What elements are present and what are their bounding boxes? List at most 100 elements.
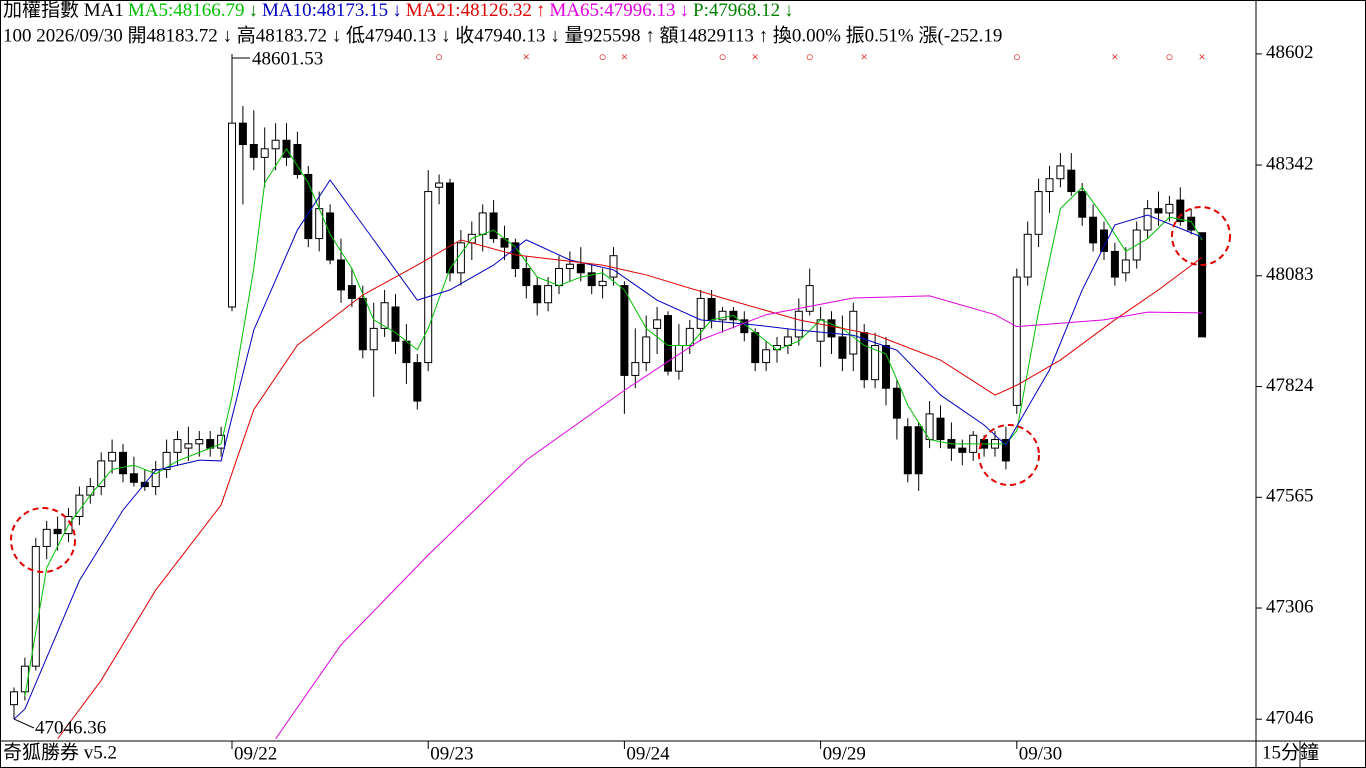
candle-body: [489, 212, 498, 240]
annotation: 48601.53: [252, 48, 323, 69]
candle-body: [936, 417, 945, 441]
candle-body: [435, 182, 444, 188]
header-segment: ↓: [680, 0, 690, 21]
candle-body: [1121, 259, 1130, 274]
candle-body: [478, 212, 487, 235]
candle-body: [642, 336, 651, 364]
candle-body: [151, 468, 160, 488]
y-tick-label: 48602: [1266, 42, 1314, 63]
signal: ×: [861, 49, 868, 64]
header-segment: MA5:48166.79: [128, 0, 245, 21]
x-tick-label: 09/24: [626, 743, 670, 764]
signal: ×: [1198, 49, 1205, 64]
candle-body: [337, 259, 345, 291]
brand: 奇狐勝券 v5.2: [3, 741, 117, 763]
candle-body: [882, 344, 890, 389]
candle-body: [108, 451, 117, 462]
candle-body: [892, 387, 901, 419]
candle-body: [500, 238, 509, 248]
candle-body: [718, 310, 727, 321]
candle-body: [184, 443, 193, 449]
candle-body: [10, 691, 18, 706]
candle-body: [1165, 203, 1174, 214]
candle-body: [1056, 165, 1065, 180]
candle-body: [358, 297, 367, 351]
candle-body: [1100, 229, 1108, 252]
candle-body: [129, 473, 138, 483]
candle-body: [97, 460, 106, 488]
x-tick-label: 09/29: [823, 743, 866, 764]
header-segment: MA21:48126.32: [406, 0, 532, 21]
candle-body: [522, 268, 531, 287]
signal: ○: [435, 49, 443, 64]
candle-body: [620, 285, 629, 376]
x-tick-label: 09/23: [430, 743, 473, 764]
candle-body: [162, 451, 171, 470]
candle-body: [587, 272, 596, 287]
header: 加權指數 MA1 MA5:48166.79 ↓ MA10:48173.15 ↓ MA21:…: [3, 0, 1002, 46]
ma-line: [24, 147, 1203, 697]
candle-body: [326, 212, 335, 261]
annotation: 47046.36: [35, 717, 106, 738]
candle-body: [565, 263, 574, 270]
candle-body: [173, 439, 182, 453]
candle-body: [304, 173, 313, 240]
candle-body: [827, 319, 836, 338]
candle-body: [1067, 169, 1076, 193]
candle-body: [555, 268, 563, 287]
candle-body: [849, 310, 858, 355]
candle-body: [816, 319, 825, 342]
candle-body: [1110, 250, 1119, 278]
header-segment: MA10:48173.15: [262, 0, 388, 21]
candle-body: [533, 285, 542, 304]
ma-line: [13, 179, 1203, 720]
y-tick-label: 48083: [1266, 264, 1314, 285]
candle-body: [576, 263, 585, 274]
candle-body: [238, 122, 247, 146]
candle-body: [838, 336, 847, 359]
plot: [10, 54, 1207, 740]
y-tick-label: 47046: [1266, 708, 1314, 729]
period: 15分鐘: [1262, 741, 1319, 763]
candle-body: [903, 426, 912, 475]
candle-body: [31, 545, 40, 667]
candle-body: [1154, 208, 1163, 214]
ma-line: [57, 239, 1203, 740]
highlight-circle: [10, 507, 76, 573]
candle-body: [1187, 216, 1196, 231]
y-tick-label: 47824: [1266, 375, 1314, 396]
header-segment: MA65:47996.13: [549, 0, 675, 21]
header-segment: ↓: [392, 0, 402, 21]
candle-body: [369, 327, 378, 351]
candle-body: [598, 280, 607, 287]
candle-body: [609, 255, 618, 278]
candle-body: [1001, 439, 1010, 462]
candle-body: [805, 285, 814, 312]
candle-body: [1198, 232, 1207, 338]
candle-body: [249, 144, 258, 158]
candle-body: [653, 319, 662, 329]
candle-body: [195, 439, 204, 445]
candle-body: [42, 528, 51, 547]
candle-body: [631, 362, 640, 376]
header-line2: 100 2026/09/30 開48183.72 ↓ 高48183.72 ↓ 低…: [3, 24, 1002, 46]
candle-body: [1089, 216, 1098, 244]
candle-body: [391, 306, 400, 342]
candle-body: [871, 344, 880, 381]
candle-body: [707, 297, 716, 321]
candle-body: [228, 122, 236, 308]
candle-body: [958, 447, 967, 453]
candle-body: [696, 297, 705, 329]
signal: ×: [523, 49, 530, 64]
candle-body: [794, 310, 803, 338]
header-segment: ↓: [784, 0, 794, 21]
candle-body: [1078, 191, 1087, 218]
signal: ○: [1013, 49, 1021, 64]
ma-line: [275, 295, 1203, 740]
candle-body: [446, 182, 454, 274]
x-tick-label: 09/30: [1019, 743, 1062, 764]
signal: ○: [806, 49, 814, 64]
candle-body: [86, 486, 95, 496]
candle-body: [674, 344, 683, 372]
candle-body: [544, 285, 553, 304]
